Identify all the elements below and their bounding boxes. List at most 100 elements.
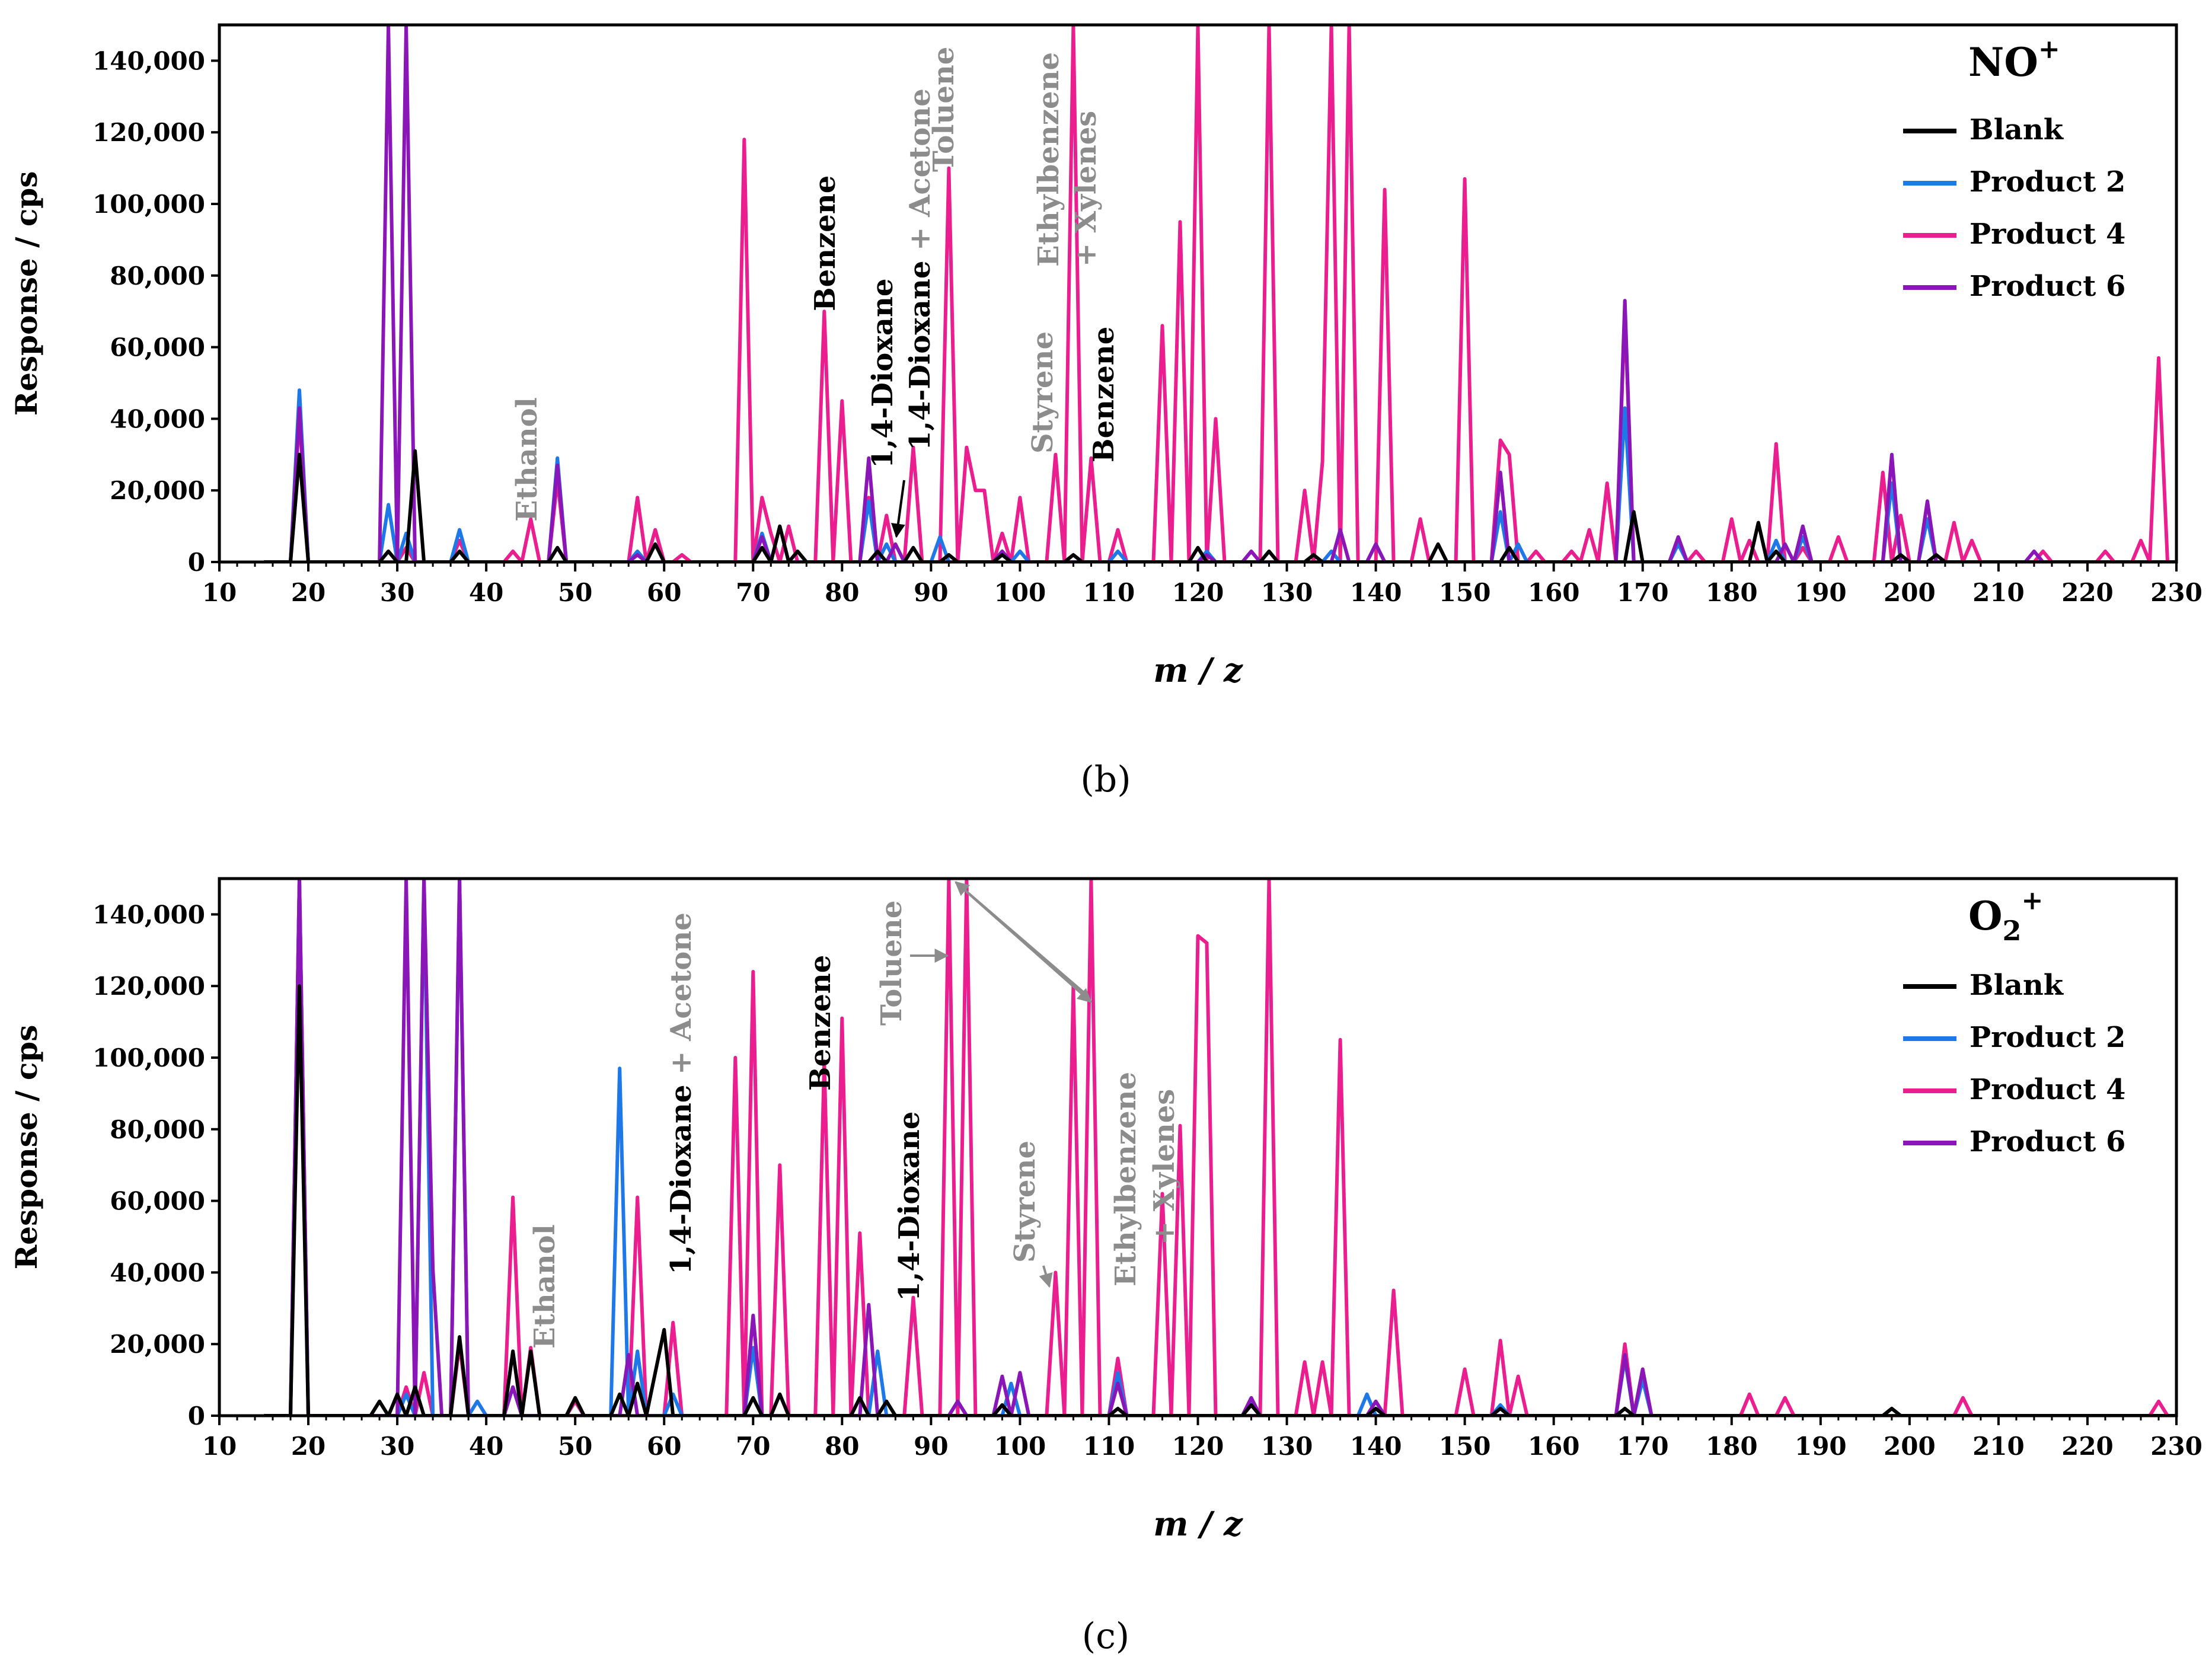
data-point xyxy=(405,1385,408,1388)
data-point xyxy=(823,1060,826,1062)
data-point xyxy=(1116,1371,1119,1374)
legend-item: Blank xyxy=(1903,969,2064,1002)
data-point xyxy=(858,1232,861,1234)
legend-item: Product 2 xyxy=(1903,1021,2125,1054)
data-point xyxy=(1899,514,1902,517)
data-point xyxy=(1623,407,1626,410)
data-point xyxy=(841,1017,844,1020)
annotation-part: + Acetone xyxy=(665,912,698,1084)
annotation-part: 1,4-Dioxane xyxy=(904,261,937,451)
data-point xyxy=(2104,550,2106,553)
data-point xyxy=(1890,453,1893,456)
data-point xyxy=(556,546,559,549)
legend-item: Product 6 xyxy=(1903,1125,2125,1158)
data-point xyxy=(1116,1382,1119,1385)
ion-name: O xyxy=(1968,893,2003,939)
data-point xyxy=(636,1196,639,1199)
data-point xyxy=(885,1400,888,1403)
y-tick-label: 60,000 xyxy=(110,333,205,362)
annotation-part: 1,4-Dioxane xyxy=(665,1085,698,1275)
data-point xyxy=(654,1371,657,1374)
ion-label: NO+ xyxy=(1968,34,2060,85)
data-point xyxy=(1205,941,1208,944)
panel-c: 0 20,000 40,000 60,000 80,000 100,000 120,000 1… xyxy=(9,877,2203,1657)
data-point xyxy=(636,1382,639,1385)
data-point xyxy=(885,542,888,545)
x-tick-label: 150 xyxy=(1439,1432,1491,1461)
data-point xyxy=(298,407,301,410)
data-point xyxy=(1374,542,1377,545)
peak-annotation: Styrene xyxy=(1026,331,1059,454)
data-point xyxy=(1463,177,1466,180)
data-point xyxy=(1499,1339,1502,1342)
peak-annotation: Ethylbenzene xyxy=(1032,52,1065,267)
data-point xyxy=(876,1350,879,1353)
data-point xyxy=(939,535,941,538)
annotation-arrow xyxy=(1039,1265,1053,1288)
data-point xyxy=(1508,546,1511,549)
peak-annotation: 1,4-Dioxane + Acetone xyxy=(665,912,698,1275)
data-point xyxy=(734,1056,737,1059)
data-point xyxy=(1632,510,1635,513)
y-tick-label: 40,000 xyxy=(110,404,205,433)
data-point xyxy=(1961,1396,1964,1399)
data-point xyxy=(1508,453,1511,456)
x-tick-label: 200 xyxy=(1884,578,1936,607)
legend-label: Blank xyxy=(1970,113,2064,146)
data-point xyxy=(1641,1368,1644,1371)
x-tick-label: 200 xyxy=(1884,1432,1936,1461)
y-tick-label: 0 xyxy=(188,1401,205,1431)
data-point xyxy=(476,1400,479,1403)
data-point xyxy=(752,1314,755,1317)
data-point xyxy=(1054,1271,1057,1274)
data-point xyxy=(458,539,461,542)
x-tick-label: 60 xyxy=(647,1432,681,1461)
data-point xyxy=(841,400,844,403)
x-tick-label: 80 xyxy=(825,1432,859,1461)
annotation-arrow xyxy=(891,480,905,538)
peak-annotation: 1,4-Dioxane xyxy=(866,279,899,468)
x-tick-label: 40 xyxy=(469,578,503,607)
data-point xyxy=(1330,550,1333,553)
data-point xyxy=(636,1350,639,1353)
legend-label: Product 4 xyxy=(1970,1073,2125,1106)
x-tick-label: 40 xyxy=(469,1432,503,1461)
data-point xyxy=(1783,542,1786,545)
peak-annotation: Benzene xyxy=(1087,327,1121,462)
y-tick-label: 120,000 xyxy=(92,118,205,147)
data-point xyxy=(947,167,950,170)
data-point xyxy=(752,1346,755,1349)
annotation-part: + Acetone xyxy=(904,88,937,260)
data-point xyxy=(2140,539,2142,542)
data-point xyxy=(1339,1038,1342,1041)
x-tick-label: 60 xyxy=(647,578,681,607)
data-point xyxy=(761,535,764,538)
data-point xyxy=(1196,934,1199,937)
ion-label: O2+ xyxy=(1968,886,2043,947)
data-point xyxy=(1499,439,1502,442)
panel-caption: (b) xyxy=(1080,759,1131,800)
y-tick-label: 100,000 xyxy=(92,1043,205,1072)
peak-annotation: Benzene xyxy=(804,955,837,1091)
data-point xyxy=(654,528,657,531)
data-point xyxy=(1605,482,1608,485)
data-point xyxy=(752,1396,755,1399)
x-tick-label: 10 xyxy=(202,578,237,607)
data-point xyxy=(298,453,301,456)
data-point xyxy=(1321,460,1324,463)
legend-item: Product 2 xyxy=(1903,165,2125,199)
data-point xyxy=(2157,1400,2160,1403)
data-point xyxy=(778,1393,781,1396)
data-point xyxy=(1899,553,1902,556)
data-point xyxy=(894,542,897,545)
data-point xyxy=(458,528,461,531)
data-point xyxy=(1623,1343,1626,1346)
data-point xyxy=(965,446,968,449)
data-point xyxy=(636,553,639,556)
x-tick-label: 120 xyxy=(1172,1432,1224,1461)
data-point xyxy=(681,553,684,556)
data-point xyxy=(1952,521,1955,524)
x-tick-label: 80 xyxy=(825,578,859,607)
legend-label: Product 6 xyxy=(1970,1125,2125,1158)
